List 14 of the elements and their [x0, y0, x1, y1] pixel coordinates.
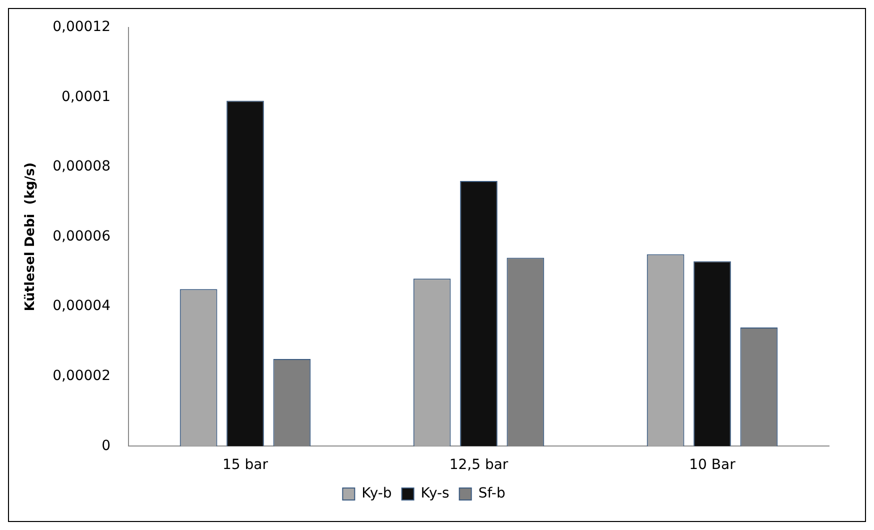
x-tick-label: 15 bar [222, 457, 268, 474]
y-tick-label: 0,00012 [52, 19, 110, 36]
y-tick-label: 0,00006 [52, 228, 111, 244]
y-tick-label: 0,00008 [52, 158, 110, 175]
legend-label: Ky-s [420, 486, 450, 502]
legend-label: Sf-b [478, 486, 506, 502]
x-tick-label: 12,5 bar [449, 457, 508, 474]
y-tick-label: 0 [102, 438, 110, 454]
x-tick-label: 10 Bar [689, 457, 736, 474]
y-axis-title: Kütlesel Debi (kg/s) [23, 162, 38, 312]
legend-label: Ky-b [362, 486, 392, 502]
y-tick-label: 0,00002 [52, 368, 110, 384]
y-tick-label: 0,00004 [52, 298, 111, 314]
y-tick-label: 0,0001 [61, 88, 110, 105]
